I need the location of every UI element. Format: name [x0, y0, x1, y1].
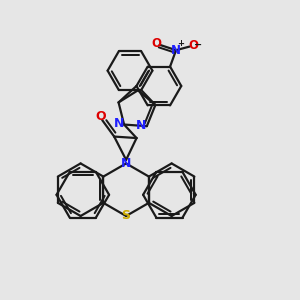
Text: O: O — [95, 110, 106, 123]
Text: −: − — [194, 40, 202, 50]
Text: S: S — [122, 209, 130, 223]
Text: N: N — [113, 118, 124, 130]
Text: N: N — [121, 157, 131, 170]
Text: O: O — [151, 38, 161, 50]
Text: N: N — [136, 119, 147, 132]
Text: N: N — [171, 44, 181, 57]
Text: +: + — [177, 39, 184, 48]
Text: O: O — [188, 39, 198, 52]
